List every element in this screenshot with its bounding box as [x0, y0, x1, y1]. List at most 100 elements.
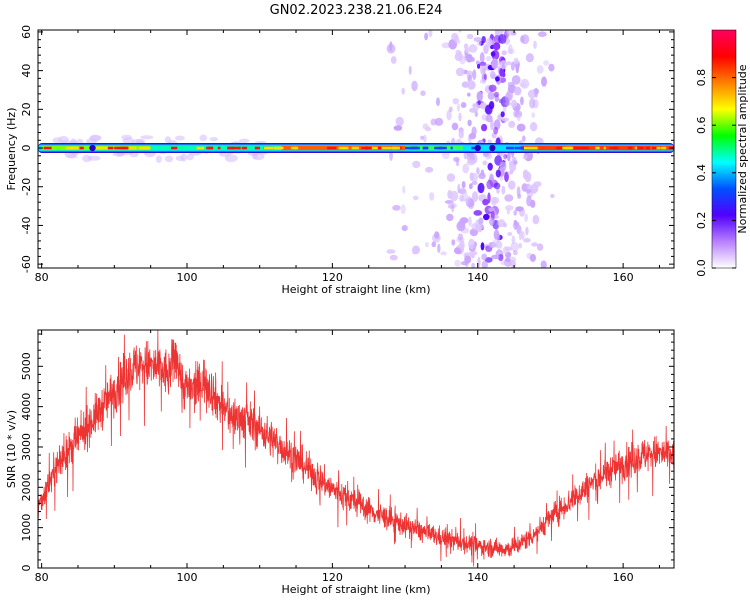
spectrogram-scatter-blob [455, 49, 461, 55]
spectrogram-scatter-blob [514, 86, 518, 96]
carrier-hotspot [206, 146, 214, 150]
spectrogram-scatter-blob [459, 194, 465, 201]
spectrogram-scatter-blob [543, 60, 550, 66]
carrier-hotspot [290, 146, 299, 150]
spectrogram-ytick-label: 40 [20, 64, 33, 78]
spectrogram-scatter-blob [490, 196, 497, 206]
spectrogram-scatter-blob [422, 123, 429, 130]
spectrogram-scatter-blob [458, 30, 462, 33]
carrier-hotspot [523, 146, 531, 150]
carrier-hotspot [603, 146, 606, 150]
spectrogram-scatter-blob [478, 217, 484, 225]
spectrogram-scatter-blob [514, 106, 519, 111]
spectrogram-scatter-blob [469, 183, 473, 190]
spectrogram-scatter-blob [524, 213, 528, 222]
carrier-hotspot [43, 146, 52, 150]
carrier-hotspot [506, 146, 515, 150]
spectrogram-scatter-blob [489, 70, 496, 79]
spectrogram-haze [224, 154, 238, 163]
spectrogram-scatter-blob [500, 111, 505, 118]
snr-ytick-label: 3000 [20, 433, 33, 461]
spectrogram-frame [37, 29, 675, 269]
spectrogram-scatter-blob [401, 87, 406, 95]
spectrogram-scatter-blob [469, 132, 476, 140]
spectrogram-scatter-blob [441, 42, 451, 49]
colorbar-label: Normalized spectral amplitude [736, 64, 749, 233]
spectrogram-scatter-blob [412, 195, 419, 201]
carrier-core-segment [150, 145, 282, 151]
carrier-hotspot [573, 146, 582, 150]
spectrogram-scatter-blob [482, 160, 488, 166]
carrier-hotspot [422, 146, 428, 150]
spectrogram-scatter-blob [515, 206, 524, 212]
spectrogram-scatter-blob [430, 118, 437, 126]
spectrogram-scatter-blob [467, 92, 471, 97]
carrier-hotspot [405, 146, 415, 150]
snr-ticks: 80 100 120 140 160 0 1000 2000 3000 4000 5000 [20, 330, 674, 584]
spectrogram-xtick-label: 140 [467, 271, 488, 284]
spectrogram-scatter-blob [436, 97, 440, 107]
carrier-hotspot [411, 146, 420, 150]
spectrogram-scatter-blob [464, 52, 470, 60]
carrier-hotspot [128, 146, 137, 150]
carrier-hotspot [119, 146, 128, 150]
spectrogram-scatter-blob [390, 56, 397, 64]
colorbar-tick-label: 0.2 [695, 212, 708, 230]
spectrogram-scatter-blob [518, 242, 523, 249]
spectrogram-scatter-blob [451, 239, 456, 246]
spectrogram-scatter-blob [488, 207, 495, 213]
carrier-hotspot [114, 146, 120, 150]
spectrogram-scatter-blob [541, 76, 547, 87]
carrier-core-segment [405, 145, 464, 151]
spectrogram-scatter-blob [486, 37, 493, 47]
spectrogram-scatter-blob [513, 209, 517, 216]
spectrogram-scatter-blob [513, 57, 519, 65]
spectrogram-scatter-blob [520, 34, 530, 45]
spectrogram-scatter-blob [441, 151, 450, 160]
spectrogram-scatter-blob [485, 114, 493, 123]
snr-ytick-label: 5000 [20, 352, 33, 380]
spectrogram-scatter-blob [529, 98, 536, 109]
carrier-hotspot [102, 146, 108, 150]
spectrogram-scatter-blob [525, 226, 529, 236]
spectrogram-scatter-blob [479, 79, 487, 84]
carrier-hotspot [77, 146, 84, 150]
colorbar: 0.0 0.2 0.4 0.6 0.8 Normalized spectral ampl… [695, 29, 749, 277]
spectrogram-marks [38, 30, 674, 268]
spectrogram-scatter-blob [386, 43, 396, 54]
carrier-hotspot [562, 146, 570, 150]
spectrogram-scatter-blob [504, 257, 511, 263]
spectrogram-scatter-blob [459, 240, 465, 251]
carrier-hotspot [627, 146, 633, 150]
spectrogram-scatter-blob [459, 217, 469, 224]
spectrogram-scatter-blob [480, 64, 486, 76]
figure-title: GN02.2023.238.21.06.E24 [270, 3, 443, 18]
spectrogram-scatter-blob [505, 246, 513, 251]
snr-frame [37, 329, 675, 569]
spectrogram-scatter-blob [498, 254, 504, 262]
spectrogram-scatter-blob [466, 33, 474, 40]
colorbar-tick-label: 0.8 [695, 69, 708, 87]
spectrogram-scatter-blob [507, 180, 516, 190]
spectrogram-scatter-blob [389, 254, 398, 261]
carrier-hotspot [201, 146, 205, 150]
spectrogram-scatter-blob [510, 242, 520, 252]
carrier-node [89, 144, 96, 152]
carrier-hotspot [645, 146, 654, 150]
spectrogram-scatter-blob [536, 65, 544, 74]
spectrogram-ytick-label: -60 [20, 255, 33, 273]
carrier-hotspot [585, 146, 589, 150]
spectrogram-scatter-blob [495, 76, 500, 82]
spectrogram-scatter-blob [511, 99, 517, 109]
spectrogram-scatter-blob [458, 112, 462, 122]
spectrogram-xtick-label: 80 [35, 271, 49, 284]
spectrogram-haze [122, 137, 134, 145]
snr-ytick-label: 4000 [20, 393, 33, 421]
spectrogram-scatter-blob [395, 116, 404, 127]
spectrogram-scatter-blob [455, 158, 460, 167]
spectrogram-scatter-blob [476, 167, 480, 175]
spectrogram-scatter-blob [499, 161, 507, 172]
spectrogram-scatter-blob [496, 188, 500, 194]
spectrogram-scatter-blob [548, 63, 555, 72]
spectrogram-scatter-blob [456, 103, 460, 112]
